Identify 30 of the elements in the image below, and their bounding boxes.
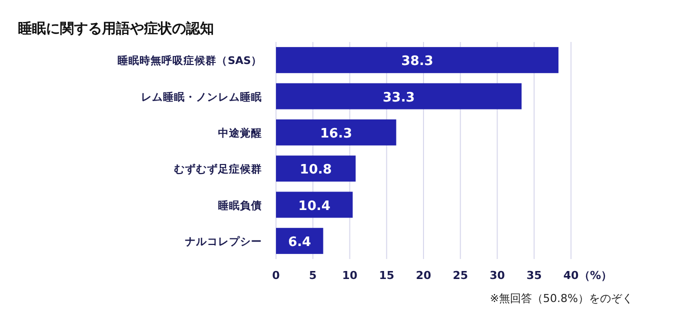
y-tick-label: レム睡眠・ノンレム睡眠 (141, 90, 262, 104)
x-tick-label: 0 (272, 269, 280, 282)
y-tick-label: むずむず足症候群 (174, 162, 262, 176)
x-tick-label: 15 (378, 269, 394, 282)
x-tick-label: 40 (563, 269, 579, 282)
data-label: 16.3 (320, 126, 352, 142)
y-tick-label: 睡眠時無呼吸症候群（SAS） (118, 54, 262, 68)
x-tick-label: 25 (452, 269, 468, 282)
bar (276, 228, 324, 254)
bar (276, 119, 396, 146)
x-tick-label: 5 (309, 269, 317, 282)
bar (276, 156, 356, 182)
x-tick-label: 35 (526, 269, 542, 282)
x-tick-label: 30 (490, 269, 506, 282)
data-label: 10.8 (300, 162, 332, 178)
text: 睡眠に関する用語や症状の認知 (18, 20, 214, 37)
bar (276, 83, 522, 110)
data-label: 33.3 (382, 90, 415, 106)
y-tick-label: ナルコレプシー (185, 234, 262, 248)
y-tick-label: 睡眠負債 (218, 198, 262, 212)
x-axis-title: （%） (579, 269, 612, 282)
y-tick-label: 中途覚醒 (218, 126, 262, 140)
bar (276, 47, 558, 74)
x-tick-label: 20 (416, 269, 432, 282)
data-label: 6.4 (288, 234, 312, 250)
x-tick-label: 10 (342, 269, 358, 282)
text: ※無回答（50.8%）をのぞく (490, 292, 633, 305)
data-label: 10.4 (298, 198, 330, 214)
data-label: 38.3 (401, 54, 434, 70)
bar (276, 192, 353, 218)
